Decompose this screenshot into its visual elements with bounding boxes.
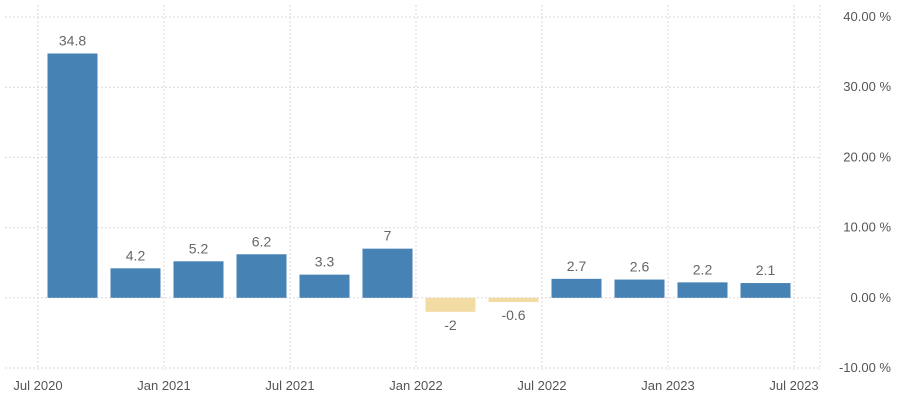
data-labels: 34.8 4.2 5.2 6.2 3.3 7 -2 -0.6 2.7 2.6 2.2 2.1 (59, 33, 776, 333)
data-label: 4.2 (126, 247, 146, 263)
bar (425, 297, 476, 312)
y-tick-label: 40.00 % (843, 9, 891, 24)
data-label: 2.2 (693, 261, 713, 277)
data-label: 2.1 (756, 262, 776, 278)
bar (110, 268, 161, 298)
x-axis: Jul 2020 Jan 2021 Jul 2021 Jan 2022 Jul 2022… (13, 378, 818, 393)
y-tick-label: 10.00 % (843, 220, 891, 235)
bar (173, 261, 224, 298)
bar (677, 282, 728, 298)
y-axis: 40.00 % 30.00 % 20.00 % 10.00 % 0.00 % -10.00… (839, 9, 891, 375)
bar (740, 283, 791, 298)
bar (362, 248, 413, 298)
y-tick-label: 30.00 % (843, 79, 891, 94)
bar (614, 279, 665, 298)
y-tick-label: 0.00 % (851, 290, 892, 305)
x-tick-label: Jan 2021 (137, 378, 191, 393)
bar (236, 254, 287, 298)
bars (47, 53, 791, 312)
x-tick-label: Jan 2023 (641, 378, 695, 393)
bar (488, 297, 539, 303)
data-label: 6.2 (252, 233, 272, 249)
data-label: 2.7 (567, 258, 587, 274)
y-tick-label: -10.00 % (839, 360, 891, 375)
data-label: -0.6 (501, 307, 525, 323)
data-label: 7 (384, 228, 392, 244)
bar (299, 274, 350, 298)
x-tick-label: Jan 2022 (389, 378, 443, 393)
x-tick-label: Jul 2023 (769, 378, 818, 393)
y-tick-label: 20.00 % (843, 149, 891, 164)
data-label: 34.8 (59, 33, 86, 49)
bar (47, 53, 98, 298)
x-tick-label: Jul 2020 (13, 378, 62, 393)
data-label: 3.3 (315, 254, 335, 270)
grid (5, 5, 821, 370)
bar (551, 278, 602, 298)
data-label: 5.2 (189, 240, 209, 256)
data-label: 2.6 (630, 259, 650, 275)
data-label: -2 (444, 317, 457, 333)
x-tick-label: Jul 2021 (265, 378, 314, 393)
x-tick-label: Jul 2022 (517, 378, 566, 393)
